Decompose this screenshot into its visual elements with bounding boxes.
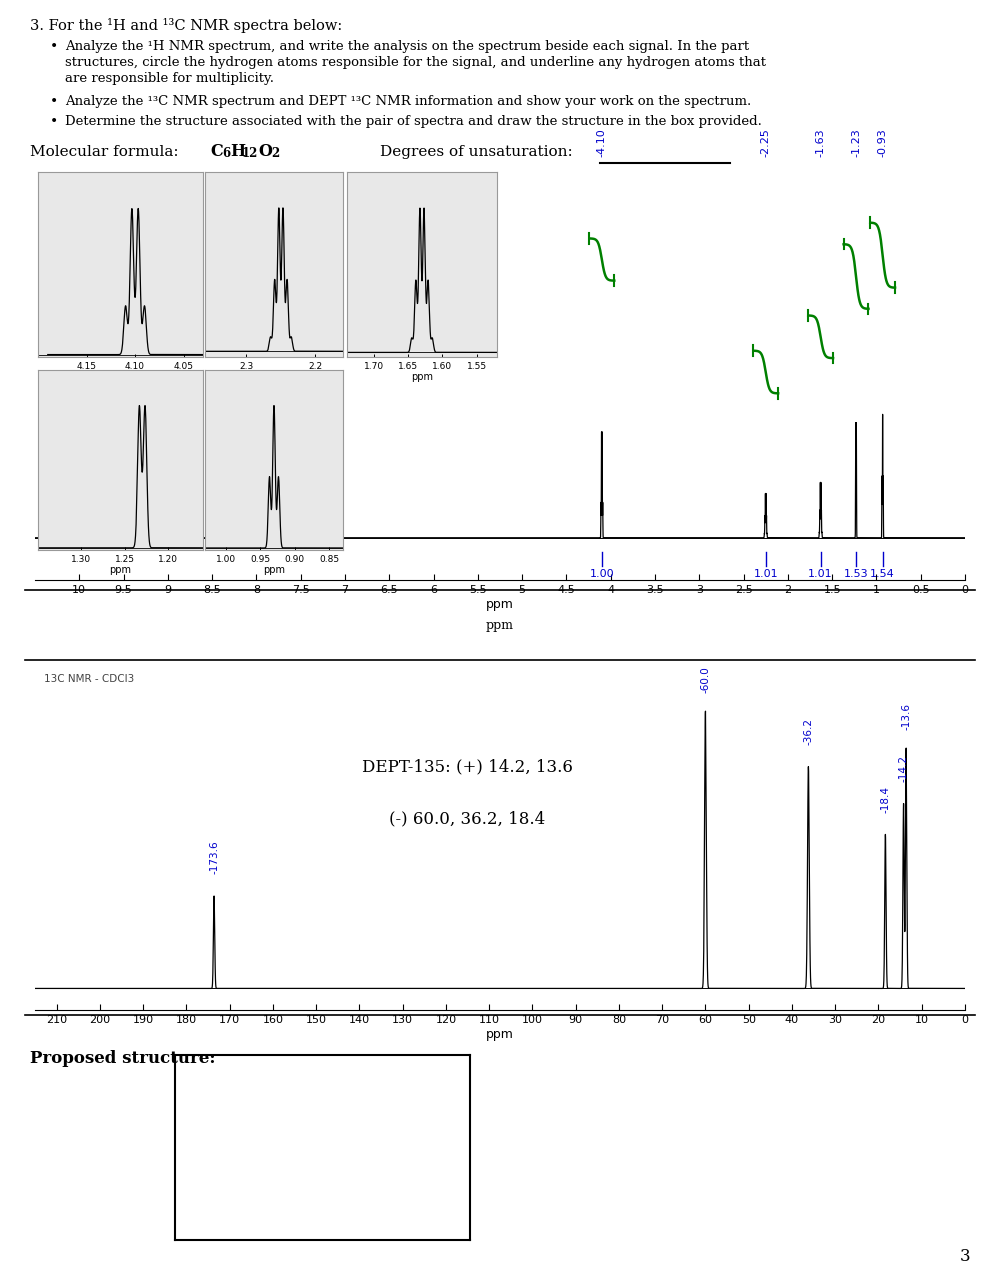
Text: 2: 2	[271, 147, 279, 160]
Text: 12: 12	[242, 147, 258, 160]
Text: Degrees of unsaturation:: Degrees of unsaturation:	[380, 145, 573, 159]
Text: -13.6: -13.6	[901, 703, 911, 729]
Text: 1H NMR - CDCl3: 1H NMR - CDCl3	[39, 178, 123, 188]
Text: 1.01: 1.01	[808, 569, 833, 579]
Text: DEPT-135: (+) 14.2, 13.6: DEPT-135: (+) 14.2, 13.6	[362, 758, 573, 776]
Text: -4.10: -4.10	[597, 128, 607, 158]
Text: 1.54: 1.54	[870, 569, 895, 579]
Text: structures, circle the hydrogen atoms responsible for the signal, and underline : structures, circle the hydrogen atoms re…	[65, 56, 766, 69]
X-axis label: ppm: ppm	[263, 565, 285, 576]
Text: -1.23: -1.23	[851, 128, 861, 158]
Text: •: •	[50, 95, 58, 109]
Text: H: H	[230, 144, 245, 160]
X-axis label: ppm: ppm	[263, 372, 285, 382]
Text: 1.00: 1.00	[590, 569, 614, 579]
Text: 1.01: 1.01	[753, 569, 778, 579]
Text: Molecular formula:: Molecular formula:	[30, 145, 179, 159]
Text: -36.2: -36.2	[803, 718, 813, 745]
Text: -1.63: -1.63	[816, 128, 826, 158]
Text: -173.6: -173.6	[209, 841, 219, 874]
X-axis label: ppm: ppm	[486, 1028, 514, 1041]
X-axis label: ppm: ppm	[110, 565, 132, 576]
Text: 3. For the ¹H and ¹³C NMR spectra below:: 3. For the ¹H and ¹³C NMR spectra below:	[30, 18, 342, 33]
Text: Analyze the ¹³C NMR spectrum and DEPT ¹³C NMR information and show your work on : Analyze the ¹³C NMR spectrum and DEPT ¹³…	[65, 95, 751, 108]
Text: are responsible for multiplicity.: are responsible for multiplicity.	[65, 72, 274, 85]
Text: Proposed structure:: Proposed structure:	[30, 1050, 216, 1067]
Text: •: •	[50, 115, 58, 129]
X-axis label: ppm: ppm	[486, 597, 514, 610]
Text: -60.0: -60.0	[700, 665, 710, 692]
Text: Determine the structure associated with the pair of spectra and draw the structu: Determine the structure associated with …	[65, 115, 762, 128]
X-axis label: ppm: ppm	[411, 372, 433, 382]
Text: •: •	[50, 40, 58, 54]
X-axis label: ppm: ppm	[110, 372, 132, 382]
Text: 13C NMR - CDCl3: 13C NMR - CDCl3	[44, 674, 134, 685]
Text: 3: 3	[959, 1247, 970, 1265]
Text: O: O	[258, 144, 272, 160]
Text: -0.93: -0.93	[878, 128, 888, 158]
Text: C: C	[210, 144, 223, 160]
Text: (-) 60.0, 36.2, 18.4: (-) 60.0, 36.2, 18.4	[389, 810, 546, 827]
Text: 6: 6	[222, 147, 230, 160]
Text: -14.2: -14.2	[899, 755, 909, 782]
Text: ppm: ppm	[486, 618, 514, 632]
Text: -18.4: -18.4	[880, 786, 890, 813]
Text: 1.53: 1.53	[844, 569, 868, 579]
Text: Analyze the ¹H NMR spectrum, and write the analysis on the spectrum beside each : Analyze the ¹H NMR spectrum, and write t…	[65, 40, 749, 53]
Text: -2.25: -2.25	[761, 128, 771, 158]
